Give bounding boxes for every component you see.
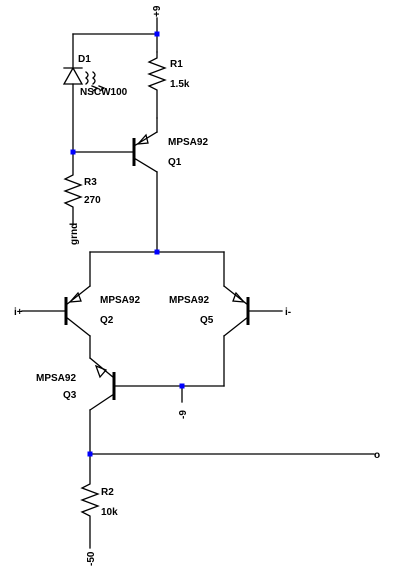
vneg9-label: -9 [178,410,189,419]
r2-value: 10k [101,507,118,518]
junction-dots [70,31,185,457]
q5-model: MPSA92 [169,295,209,306]
r3-ref: R3 [84,177,97,188]
vpos-label: +9 [152,5,163,17]
top-rail [72,17,158,53]
vneg50-label: -50 [86,551,97,566]
junction-dot [87,451,93,457]
junction-dot [70,149,76,155]
r3-resistor [63,151,83,226]
q2-transistor [21,285,91,359]
q1-transistor [72,117,158,253]
led-emission-arrows-icon [84,71,106,92]
r2-resistor [80,453,100,549]
d1-led [62,33,106,153]
r1-ref: R1 [170,59,183,70]
q1-ref: Q1 [168,157,182,168]
q5-ref: Q5 [200,315,214,326]
junction-dot [154,249,160,255]
q3-ref: Q3 [63,390,77,401]
junction-dot [154,31,160,37]
q2-model: MPSA92 [100,295,140,306]
q1-model: MPSA92 [168,137,208,148]
q3-transistor [89,357,225,455]
gnd-label: grnd [69,223,80,245]
r3-value: 270 [84,195,101,206]
q5-transistor [223,285,283,387]
q2-ref: Q2 [100,315,114,326]
r1-resistor [147,51,167,119]
d1-ref: D1 [78,54,91,65]
d1-value: NSCW100 [80,87,128,98]
in-minus-label: i- [285,307,291,318]
in-plus-label: i+ [14,307,23,318]
r1-value: 1.5k [170,79,190,90]
r2-ref: R2 [101,487,114,498]
diff-pair-bus [89,251,225,287]
junction-dot [179,383,185,389]
q3-model: MPSA92 [36,373,76,384]
out-label: o [374,450,380,461]
